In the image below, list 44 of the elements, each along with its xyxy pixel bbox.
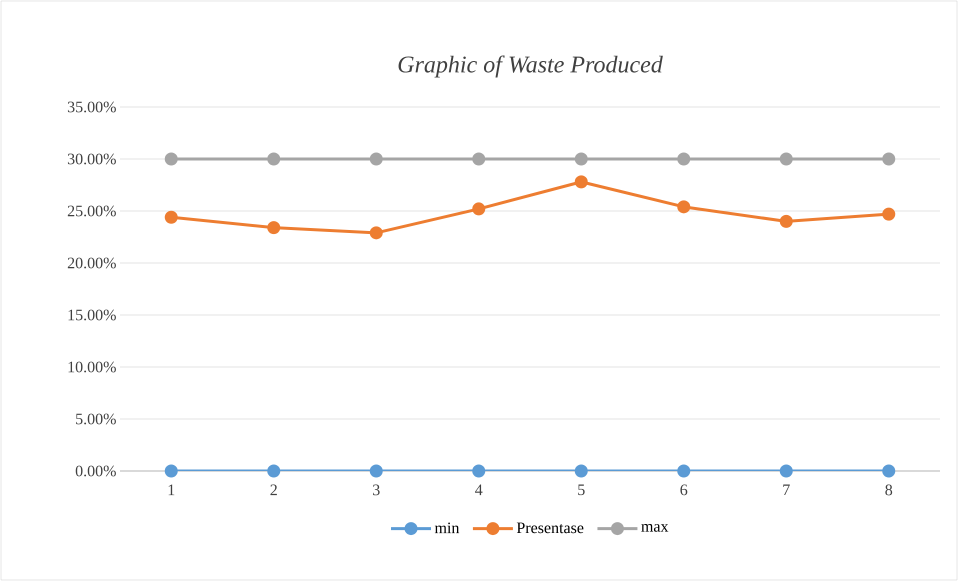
point xyxy=(677,152,690,166)
x-tick-label: 7 xyxy=(783,484,790,496)
chart-title: Graphic of Waste Produced xyxy=(398,55,663,78)
x-tick-label: 5 xyxy=(578,484,585,496)
point xyxy=(164,210,178,224)
point xyxy=(780,464,793,478)
y-tick-label: 30.00% xyxy=(68,154,116,164)
point xyxy=(164,464,178,478)
x-tick-label: 8 xyxy=(885,484,892,496)
point xyxy=(267,464,280,478)
legend-label: Presentase xyxy=(516,522,584,534)
y-tick-label: 10.00% xyxy=(68,362,116,372)
point xyxy=(574,175,588,188)
point xyxy=(370,152,383,166)
x-tick-label: 3 xyxy=(373,484,380,496)
x-tick-label: 4 xyxy=(475,484,482,496)
y-tick-label: 20.00% xyxy=(68,258,116,268)
y-tick-label: 35.00% xyxy=(68,102,116,112)
x-tick-label: 1 xyxy=(168,484,174,496)
point xyxy=(677,200,690,214)
point xyxy=(574,464,588,478)
point xyxy=(472,202,486,216)
y-tick-label: 15.00% xyxy=(68,310,116,320)
point xyxy=(780,152,793,166)
point xyxy=(267,221,280,234)
point xyxy=(164,152,178,166)
point xyxy=(882,464,896,478)
point xyxy=(267,152,280,166)
x-tick-label: 2 xyxy=(270,484,277,496)
point xyxy=(677,464,690,478)
point xyxy=(472,464,486,478)
point xyxy=(370,226,383,240)
point xyxy=(574,152,588,166)
point xyxy=(882,208,896,221)
y-tick-label: 5.00% xyxy=(76,414,116,424)
y-tick-label: 25.00% xyxy=(68,206,116,216)
point xyxy=(780,214,793,228)
legend-label: max xyxy=(641,524,668,532)
point xyxy=(882,152,896,166)
x-tick-label: 6 xyxy=(680,484,688,496)
point xyxy=(370,464,383,478)
legend-label: min xyxy=(434,522,460,534)
point xyxy=(472,152,486,166)
y-tick-label: 0.00% xyxy=(76,466,116,476)
